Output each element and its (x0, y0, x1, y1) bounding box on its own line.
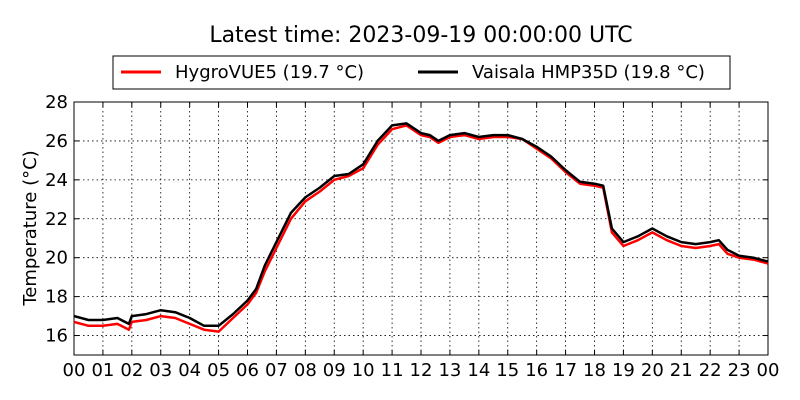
x-tick-label: 14 (467, 360, 490, 381)
series-lines (73, 122, 769, 333)
x-tick-label: 00 (63, 360, 86, 381)
legend-label-hygrovue5: HygroVUE5 (19.7 °C) (175, 62, 364, 83)
x-tick-label: 17 (554, 360, 577, 381)
y-tick-label: 24 (45, 170, 68, 191)
x-tick-label: 18 (583, 360, 606, 381)
legend: HygroVUE5 (19.7 °C) Vaisala HMP35D (19.8… (112, 55, 731, 90)
x-tick-label: 09 (323, 360, 346, 381)
y-tick-label: 16 (45, 326, 68, 347)
y-tick-label: 22 (45, 209, 68, 230)
x-tick-label: 15 (496, 360, 519, 381)
x-tick-label: 04 (178, 360, 201, 381)
x-tick-label: 16 (525, 360, 548, 381)
chart-title: Latest time: 2023-09-19 00:00:00 UTC (209, 23, 632, 48)
grid-lines (74, 102, 768, 355)
y-tick-label: 20 (45, 248, 68, 269)
x-tick-label: 20 (641, 360, 664, 381)
x-tick-label: 06 (236, 360, 259, 381)
x-tick-label: 13 (438, 360, 461, 381)
series-line-vaisala (73, 122, 769, 328)
x-tick-label: 19 (612, 360, 635, 381)
x-tick-label: 22 (699, 360, 722, 381)
y-tick-label: 26 (45, 131, 68, 152)
x-tick-label: 08 (294, 360, 317, 381)
x-tick-label: 03 (149, 360, 172, 381)
x-tick-label: 21 (670, 360, 693, 381)
y-tick-label: 28 (45, 92, 68, 113)
x-tick-label: 02 (120, 360, 143, 381)
x-tick-label: 01 (91, 360, 114, 381)
y-axis-label: Temperature (°C) (20, 150, 41, 306)
legend-label-vaisala: Vaisala HMP35D (19.8 °C) (472, 62, 705, 83)
x-tick-label: 07 (265, 360, 288, 381)
series-line-hygrovue5 (73, 124, 769, 333)
axis-ticks: 00 01 02 03 04 05 06 07 08 09 10 11 12 13 14 15 16 17 18 19… (45, 92, 779, 381)
x-tick-label: 10 (352, 360, 375, 381)
x-tick-label: 23 (728, 360, 751, 381)
x-tick-label: 05 (207, 360, 230, 381)
x-tick-label: 12 (410, 360, 433, 381)
x-tick-label: 00 (757, 360, 780, 381)
x-tick-label: 11 (381, 360, 404, 381)
y-tick-label: 18 (45, 287, 68, 308)
